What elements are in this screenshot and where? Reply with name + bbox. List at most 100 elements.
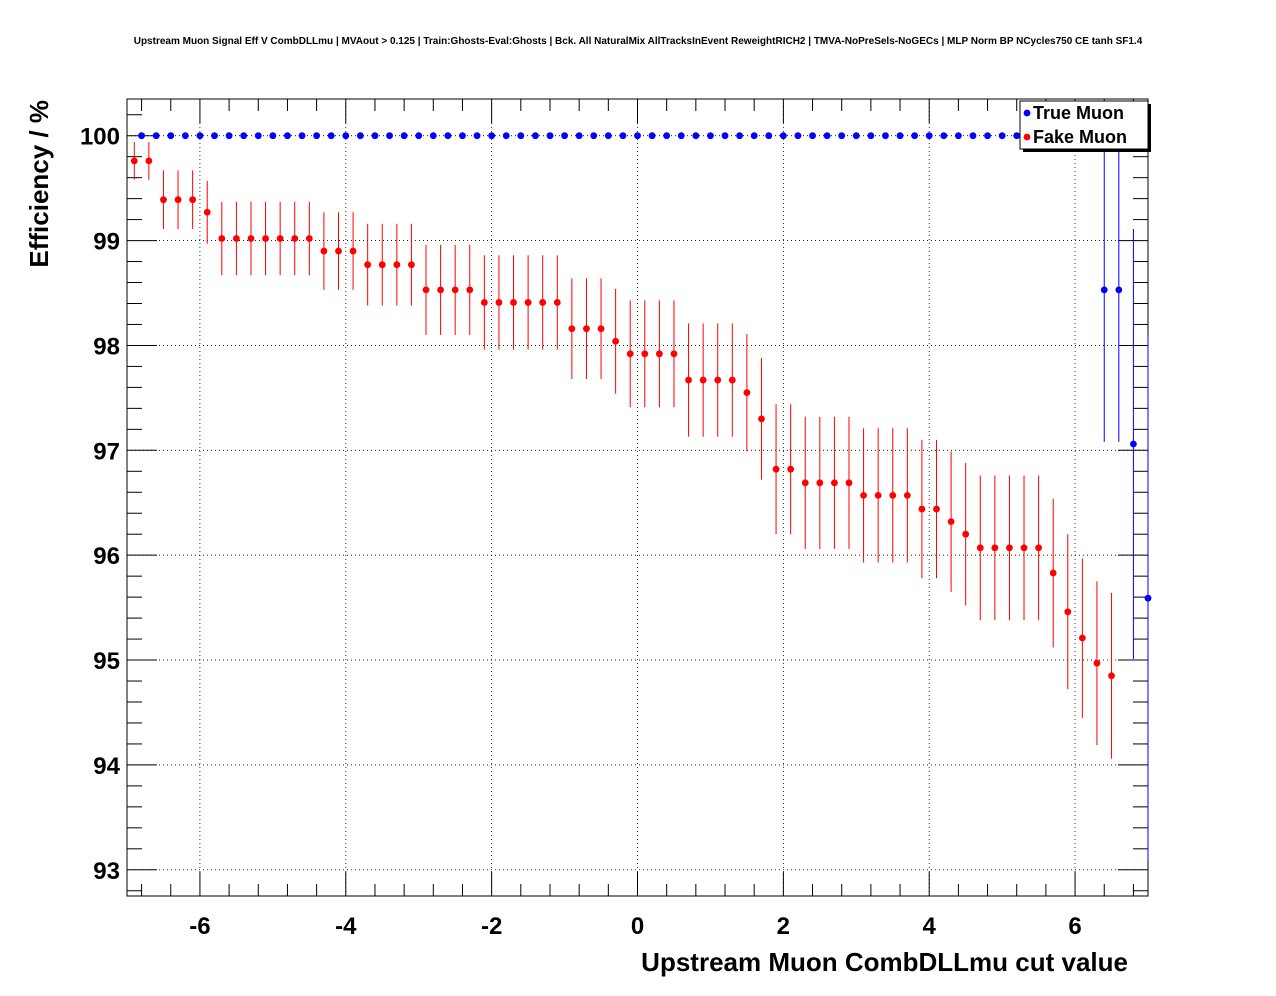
data-point: [984, 132, 991, 140]
y-tick-label: 95: [93, 648, 120, 675]
data-point: [1035, 544, 1043, 552]
data-point: [685, 376, 692, 384]
data-point: [1078, 634, 1086, 642]
data-point: [196, 132, 204, 140]
data-point: [378, 261, 386, 269]
chart-title: Upstream Muon Signal Eff V CombDLLmu | M…: [134, 36, 1143, 47]
x-tick-label: 6: [1068, 913, 1081, 940]
data-point: [1115, 286, 1123, 294]
data-point: [393, 261, 401, 269]
data-point: [692, 132, 700, 140]
data-point: [1108, 672, 1115, 680]
data-point: [473, 132, 481, 140]
x-tick-label: -6: [189, 913, 210, 940]
data-point: [386, 132, 393, 140]
data-point: [276, 235, 284, 242]
data-point: [911, 132, 919, 140]
y-tick-label: 96: [93, 543, 120, 570]
data-point: [903, 492, 911, 499]
data-point: [670, 350, 678, 358]
data-point: [838, 132, 846, 140]
data-point: [502, 132, 510, 140]
data-point: [298, 132, 306, 140]
data-point: [1100, 286, 1108, 294]
data-point: [495, 299, 503, 306]
x-tick-label: 4: [923, 913, 937, 940]
x-tick-label: 2: [777, 913, 790, 940]
data-point: [400, 132, 408, 140]
y-tick-label: 98: [93, 333, 120, 360]
data-point: [816, 479, 824, 487]
legend-box: [1019, 100, 1149, 150]
grid-lines: [127, 99, 1148, 896]
data-point: [451, 286, 459, 294]
data-point: [823, 132, 831, 140]
data-point: [809, 132, 816, 140]
data-point: [211, 132, 218, 140]
data-point: [896, 132, 904, 140]
data-point: [284, 132, 291, 140]
fake-muon-series: [130, 141, 1115, 759]
data-point: [429, 132, 437, 140]
data-point: [1144, 594, 1152, 602]
data-point: [714, 376, 722, 384]
data-point: [677, 132, 685, 140]
data-point: [991, 544, 999, 552]
data-point: [254, 132, 262, 140]
data-point: [203, 208, 211, 216]
data-point: [707, 132, 714, 140]
y-tick-label: 93: [93, 858, 120, 885]
data-point: [882, 132, 889, 140]
legend-marker: [1023, 109, 1031, 117]
data-point: [874, 492, 882, 499]
data-point: [444, 132, 452, 140]
y-tick-labels: 93 94 95 96 97 98 99 100: [80, 124, 121, 885]
data-point: [699, 376, 707, 384]
data-point: [145, 157, 153, 165]
x-tick-label: 0: [631, 913, 644, 940]
data-series: [130, 132, 1152, 861]
data-point: [313, 132, 321, 140]
data-point: [510, 299, 517, 306]
data-point: [933, 505, 940, 513]
data-point: [962, 530, 970, 538]
data-point: [189, 196, 197, 204]
data-point: [181, 132, 189, 140]
data-point: [335, 247, 342, 255]
data-point: [612, 337, 620, 345]
data-point: [488, 132, 496, 140]
data-point: [1006, 544, 1013, 552]
data-point: [750, 132, 758, 140]
data-point: [1049, 569, 1057, 577]
data-point: [459, 132, 466, 140]
data-point: [167, 132, 175, 140]
data-point: [524, 299, 532, 306]
data-point: [619, 132, 627, 140]
data-point: [532, 132, 539, 140]
data-point: [641, 350, 649, 358]
data-point: [583, 325, 590, 333]
data-point: [765, 132, 773, 140]
data-point: [743, 389, 751, 397]
data-point: [232, 235, 240, 242]
data-point: [546, 132, 554, 140]
data-point: [794, 132, 802, 140]
legend-label: True Muon: [1033, 103, 1124, 123]
data-point: [954, 132, 962, 140]
data-point: [269, 132, 277, 140]
data-point: [575, 132, 583, 140]
data-point: [998, 132, 1006, 140]
data-point: [517, 132, 525, 140]
data-point: [1130, 440, 1137, 448]
data-point: [1020, 544, 1028, 552]
legend-marker: [1023, 133, 1031, 141]
y-tick-label: 99: [93, 229, 120, 256]
data-point: [152, 132, 160, 140]
data-point: [305, 235, 313, 242]
y-tick-label: 100: [80, 124, 120, 151]
data-point: [218, 235, 226, 242]
data-point: [889, 492, 897, 499]
data-point: [349, 247, 357, 255]
data-point: [422, 286, 430, 294]
